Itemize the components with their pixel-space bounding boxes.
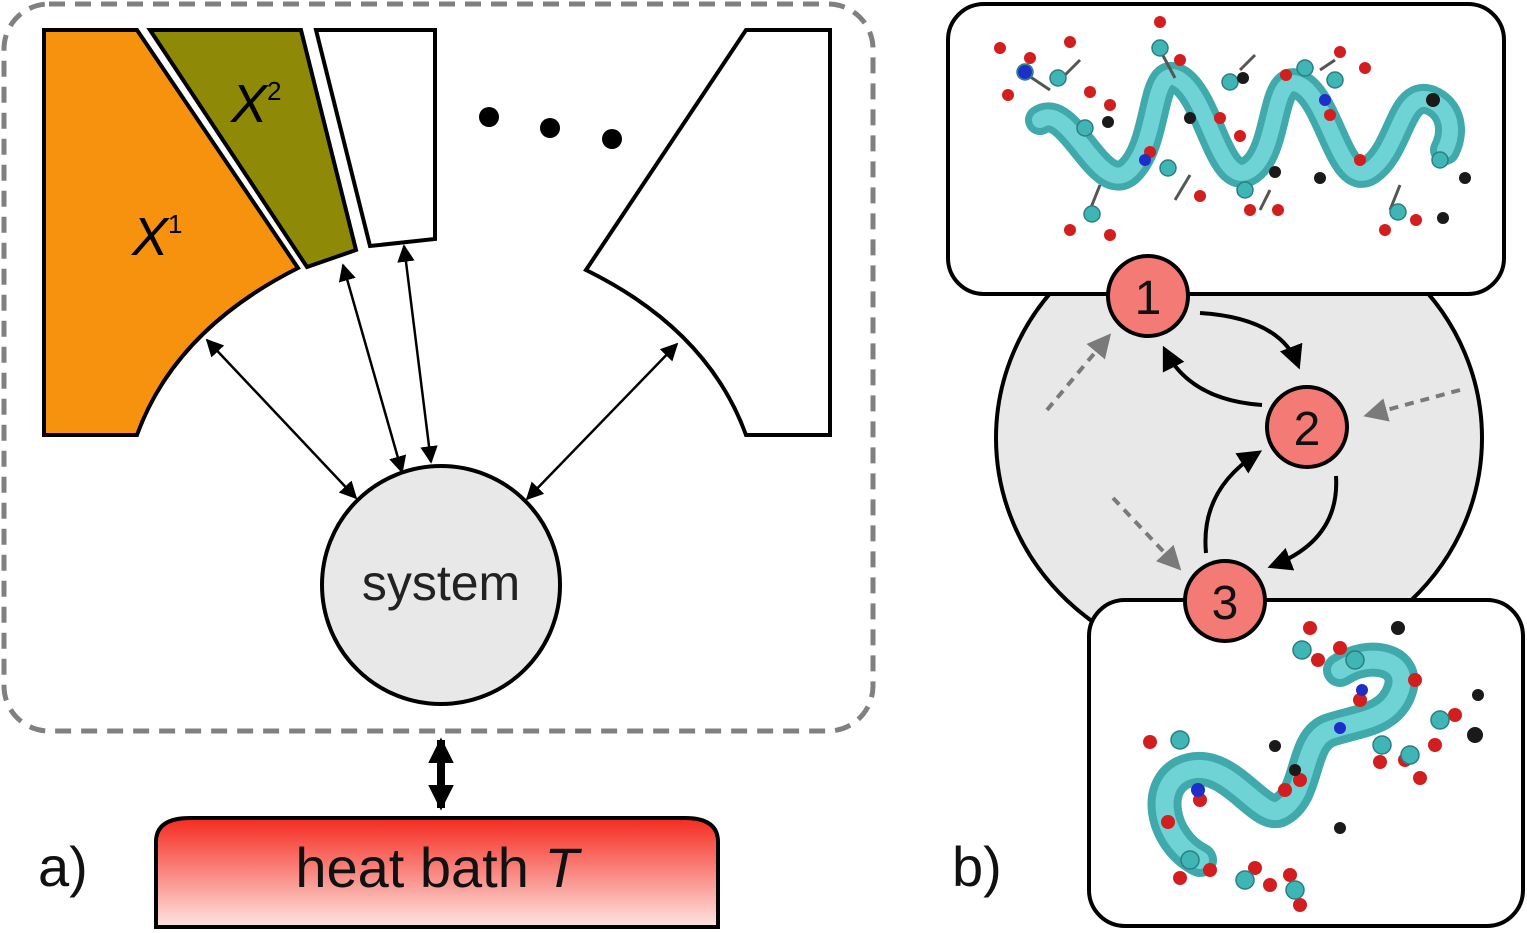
system-circle	[320, 464, 562, 706]
helix-structure-bottom	[1143, 621, 1484, 912]
state-3-label: 3	[1212, 577, 1239, 630]
reservoir-x1	[42, 28, 301, 437]
reservoir-x2	[146, 28, 359, 270]
panel-b: 1 2 3 b)	[946, 2, 1525, 928]
coupling-arrow-x2	[338, 263, 407, 474]
coupling-arrow-x1	[205, 338, 358, 500]
transition-1-to-2	[1199, 311, 1303, 370]
coupling-arrows	[205, 244, 679, 501]
reservoir-x1-label: X1	[130, 207, 183, 267]
reservoir-n	[583, 28, 832, 437]
state-2: 2	[1265, 385, 1349, 469]
system-label: system	[362, 555, 520, 611]
panel-a-label: a)	[38, 835, 88, 898]
transition-2-to-1	[1162, 345, 1263, 407]
state-transitions	[1162, 311, 1339, 571]
heat-bath	[154, 816, 720, 929]
heat-bath-label: heat bath T	[295, 836, 582, 899]
ellipsis-dots	[479, 107, 622, 149]
reservoir-x2-label: X2	[229, 74, 282, 134]
transition-2-to-3	[1267, 475, 1339, 571]
reservoir-3	[313, 28, 437, 249]
helix-structure-top	[994, 16, 1471, 241]
state-3: 3	[1183, 559, 1267, 643]
state-2-label: 2	[1294, 403, 1321, 456]
coupling-arrow-3	[397, 244, 438, 464]
state-1: 1	[1106, 254, 1190, 338]
panel-b-label: b)	[952, 835, 1002, 898]
transition-3-to-2	[1203, 450, 1263, 554]
panel-a: X1 X2 system heat	[1, 1, 876, 929]
state-1-label: 1	[1135, 272, 1162, 325]
coupling-arrow-n	[525, 342, 679, 501]
